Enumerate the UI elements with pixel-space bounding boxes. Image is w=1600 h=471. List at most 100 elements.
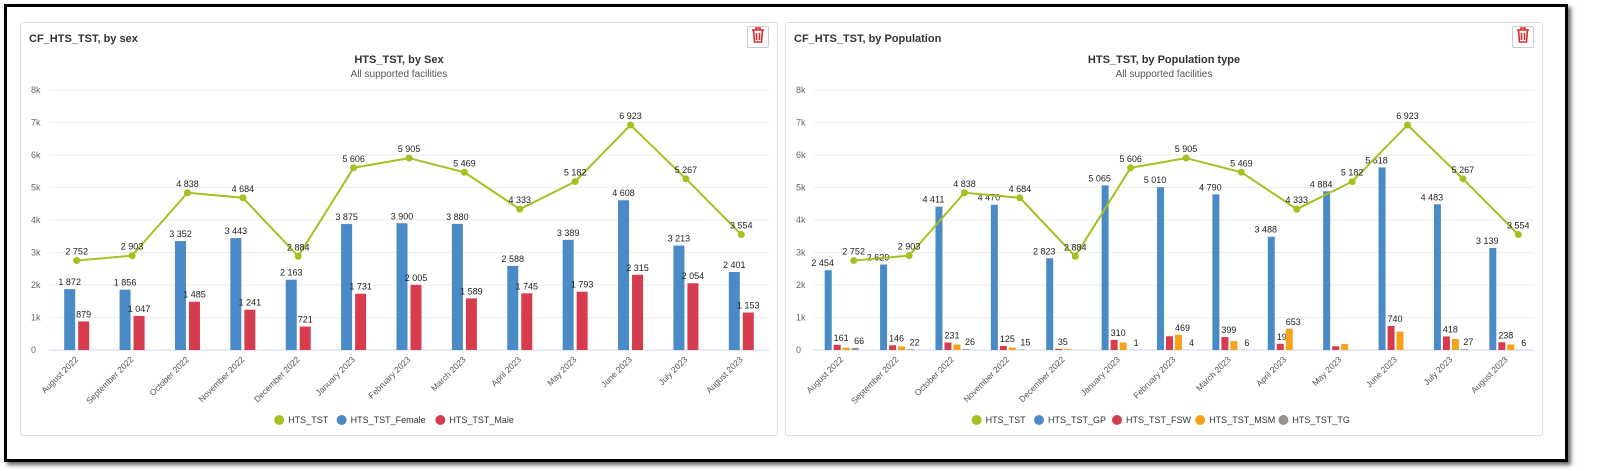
bar-hts_tst_fsw: [1276, 343, 1284, 350]
data-label: 1 241: [239, 298, 262, 308]
data-label: 5 606: [1119, 154, 1142, 164]
data-label: 2 401: [723, 260, 746, 270]
data-label: 418: [1443, 324, 1458, 334]
legend-item[interactable]: HTS_TST_Male: [449, 415, 514, 425]
legend-item[interactable]: HTS_TST_FSW: [1126, 415, 1192, 425]
bar-hts_tst_msm: [1285, 328, 1293, 350]
bar-hts_tst_female: [673, 245, 685, 350]
line-point: [1459, 175, 1467, 183]
data-label: 6: [1521, 338, 1526, 348]
line-point: [73, 257, 81, 265]
data-label: 4 684: [232, 184, 255, 194]
bar-hts_tst_msm: [1175, 334, 1182, 350]
x-tick-label: August 2023: [1469, 354, 1510, 395]
legend-item[interactable]: HTS_TST_MSM: [1209, 415, 1275, 425]
bar-hts_tst_female: [728, 271, 740, 350]
data-label: 15: [1020, 338, 1030, 348]
x-tick-label: November 2022: [196, 354, 246, 404]
data-label: 3 488: [1255, 225, 1278, 235]
bar-hts_tst_gp: [1433, 204, 1441, 350]
bar-hts_tst_female: [562, 239, 574, 350]
x-tick-label: February 2023: [1131, 354, 1177, 400]
data-label: 4 838: [953, 179, 976, 189]
bar-hts_tst_msm: [1230, 341, 1238, 350]
bar-hts_tst_female: [451, 223, 463, 350]
data-label: 238: [1498, 330, 1513, 340]
data-label: 2 588: [502, 254, 525, 264]
y-tick-label: 4k: [31, 215, 41, 225]
line-point: [1182, 154, 1190, 162]
x-tick-label: September 2022: [849, 354, 901, 406]
bar-hts_tst_female: [64, 289, 76, 350]
bar-hts_tst_fsw: [889, 345, 897, 350]
legend-item[interactable]: HTS_TST_GP: [1048, 415, 1106, 425]
bar-hts_tst_tg: [962, 349, 970, 350]
bar-hts_tst_gp: [935, 206, 943, 350]
legend-item[interactable]: HTS_TST_Female: [351, 415, 426, 425]
bar-hts_tst_msm: [842, 347, 850, 350]
line-point: [905, 252, 913, 260]
x-tick-label: April 2023: [1254, 354, 1288, 388]
data-label: 27: [1463, 337, 1473, 347]
data-label: 399: [1221, 325, 1236, 335]
y-tick-label: 2k: [796, 280, 806, 290]
legend-marker: [435, 415, 446, 425]
bar-hts_tst_msm: [1396, 331, 1404, 350]
line-point: [405, 154, 413, 162]
bar-hts_tst_tg: [907, 349, 915, 350]
x-tick-label: April 2023: [489, 354, 523, 388]
chart-panel-by-sex: CF_HTS_TST, by sex HTS_TST, by Sex All su…: [20, 22, 778, 436]
y-tick-label: 8k: [796, 85, 806, 95]
data-label: 26: [965, 337, 975, 347]
legend-marker: [336, 415, 347, 425]
x-tick-label: July 2023: [1422, 354, 1455, 387]
x-tick-label: January 2023: [1079, 354, 1123, 398]
bar-hts_tst_male: [244, 309, 256, 350]
data-label: 2 752: [842, 247, 865, 257]
legend-item[interactable]: HTS_TST: [288, 415, 329, 425]
data-label: 2 903: [898, 242, 921, 252]
bar-hts_tst_male: [78, 321, 90, 350]
legend-item[interactable]: HTS_TST: [986, 415, 1027, 425]
legend-item[interactable]: HTS_TST_TG: [1292, 415, 1350, 425]
line-point: [294, 252, 302, 260]
line-point: [850, 257, 858, 265]
y-tick-label: 8k: [31, 85, 41, 95]
delete-button[interactable]: [747, 26, 769, 48]
legend-marker: [1278, 415, 1289, 425]
y-tick-label: 4k: [796, 215, 806, 225]
bar-hts_tst_male: [355, 293, 367, 350]
delete-button[interactable]: [1512, 26, 1534, 48]
data-label: 1: [1134, 338, 1139, 348]
bar-hts_tst_fsw: [1166, 336, 1173, 350]
y-tick-label: 1k: [796, 313, 806, 323]
bar-hts_tst_male: [521, 293, 533, 350]
data-label: 5 905: [398, 144, 421, 154]
data-label: 4 684: [1009, 184, 1032, 194]
legend-marker: [1195, 415, 1206, 425]
line-point: [1293, 205, 1301, 213]
bar-hts_tst_male: [742, 312, 754, 350]
bar-hts_tst_fsw: [1442, 336, 1450, 350]
bar-hts_tst_fsw: [944, 342, 952, 350]
bar-hts_tst_male: [133, 315, 145, 350]
panel-title: CF_HTS_TST, by Population: [794, 33, 942, 45]
chart-svg: HTS_TST, by Sex All supported facilities 0…: [31, 54, 769, 425]
data-label: 1 793: [571, 280, 594, 290]
x-tick-label: September 2022: [84, 354, 136, 406]
data-label: 3 352: [169, 229, 192, 239]
bar-hts_tst_male: [188, 301, 200, 350]
bar-hts_tst_gp: [990, 204, 998, 350]
data-label: 2 454: [811, 258, 834, 268]
data-label: 1 589: [460, 286, 483, 296]
x-tick-label: June 2023: [1364, 354, 1399, 389]
bar-hts_tst_fsw: [1498, 342, 1506, 350]
line-point: [682, 175, 690, 183]
bar-hts_tst_fsw: [833, 344, 841, 350]
bar-hts_tst_gp: [1267, 236, 1275, 350]
data-label: 5 905: [1175, 144, 1198, 154]
data-label: 3 139: [1476, 236, 1499, 246]
data-label: 3 880: [446, 212, 469, 222]
data-label: 3 554: [730, 220, 753, 230]
bar-hts_tst_gp: [1378, 167, 1386, 350]
